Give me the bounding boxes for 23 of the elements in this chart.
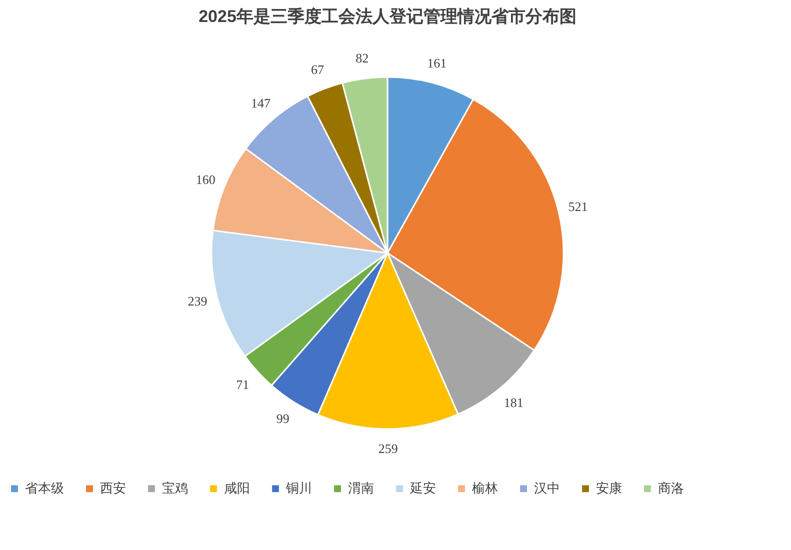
legend-label: 西安 <box>100 480 126 496</box>
data-label: 82 <box>356 50 369 66</box>
legend-label: 榆林 <box>472 480 498 496</box>
data-label: 161 <box>427 55 447 70</box>
data-label: 239 <box>188 293 208 308</box>
data-label: 259 <box>378 441 398 456</box>
data-label: 160 <box>196 172 216 187</box>
legend-label: 咸阳 <box>224 480 250 496</box>
data-label: 147 <box>250 96 271 111</box>
data-label: 521 <box>568 198 588 214</box>
legend-label: 铜川 <box>285 480 312 496</box>
data-label: 71 <box>236 377 250 392</box>
legend-label: 汉中 <box>534 480 560 496</box>
chart-title: 2025年是三季度工会法人登记管理情况省市分布图 <box>198 7 576 26</box>
data-label: 99 <box>276 410 290 426</box>
legend-label: 延安 <box>409 480 436 496</box>
legend-label: 宝鸡 <box>162 480 188 496</box>
legend-label: 省本级 <box>25 480 64 496</box>
data-label: 67 <box>310 62 324 77</box>
legend-label: 安康 <box>596 480 622 496</box>
legend-label: 商洛 <box>658 480 684 496</box>
legend-label: 渭南 <box>348 480 374 496</box>
data-label: 181 <box>504 395 524 410</box>
